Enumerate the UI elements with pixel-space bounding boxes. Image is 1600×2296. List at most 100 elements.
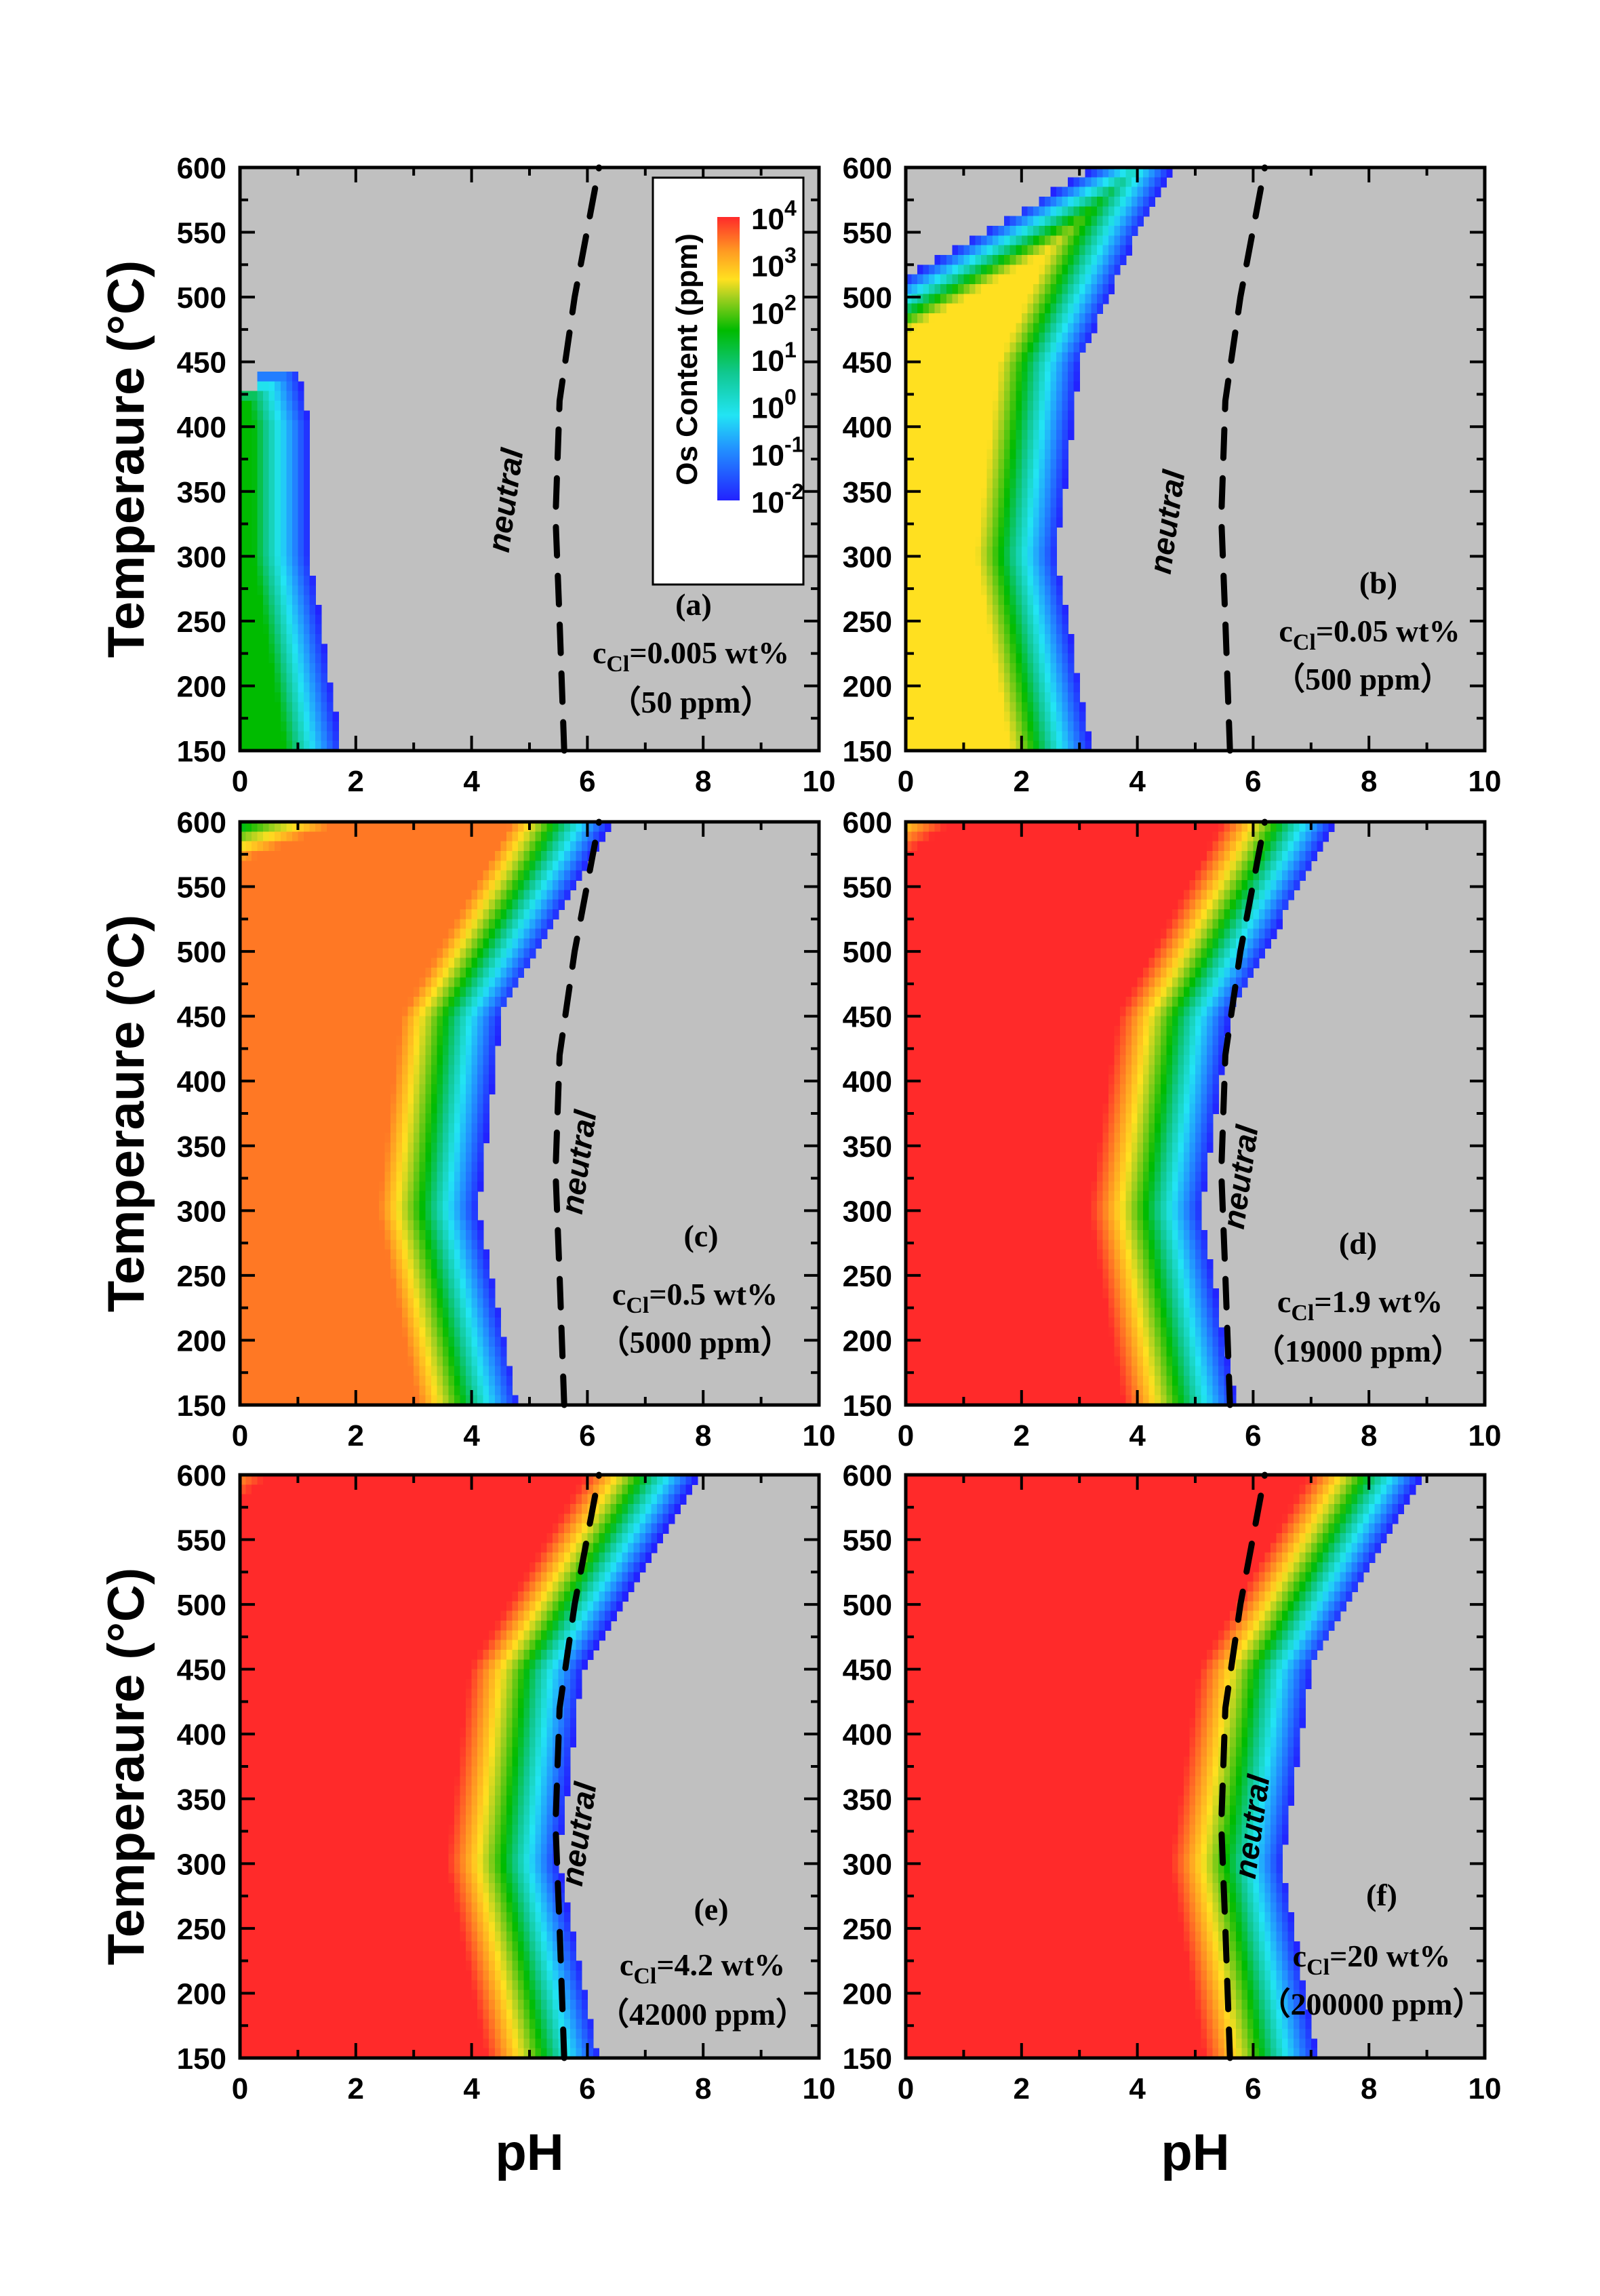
heatmap-cell xyxy=(275,420,281,431)
heatmap-cell xyxy=(1079,206,1086,217)
heatmap-cell xyxy=(1016,711,1022,722)
heatmap-cell xyxy=(275,1123,281,1134)
heatmap-cell xyxy=(541,880,548,891)
heatmap-cell xyxy=(1009,653,1016,664)
heatmap-cell xyxy=(917,361,924,372)
heatmap-cell xyxy=(257,831,264,842)
heatmap-cell xyxy=(929,284,936,295)
heatmap-cell xyxy=(981,420,988,431)
heatmap-cell xyxy=(1056,216,1063,226)
heatmap-cell xyxy=(460,899,466,910)
heatmap-cell xyxy=(292,1143,299,1153)
heatmap-cell xyxy=(414,880,420,891)
heatmap-cell xyxy=(431,841,438,852)
heatmap-cell xyxy=(268,1269,275,1280)
heatmap-cell xyxy=(280,614,287,625)
heatmap-cell xyxy=(923,605,929,616)
heatmap-cell xyxy=(940,536,947,547)
heatmap-cell xyxy=(448,890,455,900)
heatmap-cell xyxy=(523,928,530,939)
heatmap-cell xyxy=(240,1337,247,1347)
heatmap-cell xyxy=(934,449,941,460)
heatmap-cell xyxy=(431,1298,438,1309)
heatmap-cell xyxy=(315,1074,322,1085)
heatmap-cell xyxy=(986,556,993,567)
heatmap-cell xyxy=(391,890,397,900)
heatmap-cell xyxy=(993,420,999,431)
heatmap-cell xyxy=(303,566,311,576)
heatmap-cell xyxy=(981,702,988,713)
heatmap-cell xyxy=(1027,361,1034,372)
heatmap-cell xyxy=(350,1269,357,1280)
heatmap-cell xyxy=(466,938,473,949)
heatmap-cell xyxy=(917,274,924,285)
heatmap-cell xyxy=(355,1347,363,1358)
chloride-concentration: cCl=0.05 wt% xyxy=(1279,614,1460,655)
heatmap-cell xyxy=(975,673,982,684)
heatmap-cell xyxy=(268,1172,275,1183)
heatmap-cell xyxy=(929,342,936,353)
heatmap-cell xyxy=(355,1006,363,1017)
heatmap-cell xyxy=(460,1103,466,1114)
heatmap-cell xyxy=(298,1307,304,1318)
heatmap-cell xyxy=(344,841,351,852)
heatmap-cell xyxy=(981,449,988,460)
heatmap-cell xyxy=(1016,235,1022,246)
heatmap-cell xyxy=(252,614,258,625)
heatmap-cell xyxy=(402,1249,409,1260)
heatmap-cell xyxy=(396,1337,403,1347)
heatmap-cell xyxy=(332,1298,339,1309)
heatmap-cell xyxy=(414,1181,420,1192)
heatmap-cell xyxy=(911,274,918,285)
heatmap-cell xyxy=(379,948,386,959)
heatmap-cell xyxy=(327,1347,334,1358)
heatmap-cell xyxy=(940,459,947,470)
heatmap-cell xyxy=(1096,216,1104,226)
heatmap-cell xyxy=(471,1269,478,1280)
heatmap-cell xyxy=(1062,410,1068,421)
heatmap-cell xyxy=(546,851,553,862)
heatmap-cell xyxy=(500,919,507,930)
heatmap-cell xyxy=(1148,177,1155,188)
heatmap-cell xyxy=(396,1298,403,1309)
heatmap-cell xyxy=(1073,740,1080,751)
heatmap-cell xyxy=(471,1103,478,1114)
heatmap-cell xyxy=(315,968,322,978)
heatmap-cell xyxy=(384,1210,391,1221)
heatmap-cell xyxy=(471,899,478,910)
heatmap-cell xyxy=(373,1055,380,1066)
heatmap-cell xyxy=(292,1220,299,1231)
heatmap-cell xyxy=(257,634,264,645)
heatmap-cell xyxy=(929,507,936,518)
heatmap-cell xyxy=(517,880,525,891)
heatmap-cell xyxy=(986,673,993,684)
heatmap-cell xyxy=(923,527,929,538)
heatmap-cell xyxy=(338,1201,345,1212)
heatmap-cell xyxy=(460,1259,466,1270)
heatmap-cell xyxy=(911,605,918,616)
heatmap-cell xyxy=(303,731,311,742)
heatmap-cell xyxy=(500,928,507,939)
heatmap-cell xyxy=(1004,469,1011,479)
heatmap-cell xyxy=(946,303,953,314)
heatmap-cell xyxy=(489,841,496,852)
heatmap-cell xyxy=(1027,274,1034,285)
heatmap-cell xyxy=(471,938,478,949)
heatmap-cell xyxy=(321,1230,327,1241)
heatmap-cell xyxy=(1021,663,1028,674)
heatmap-cell xyxy=(1021,488,1028,499)
heatmap-cell xyxy=(1009,644,1016,654)
heatmap-cell xyxy=(338,1074,345,1085)
heatmap-cell xyxy=(1096,226,1104,237)
heatmap-cell xyxy=(593,831,600,842)
heatmap-cell xyxy=(957,352,965,363)
heatmap-cell xyxy=(981,381,988,392)
heatmap-cell xyxy=(332,928,339,939)
heatmap-cell xyxy=(1085,186,1092,197)
heatmap-cell xyxy=(315,605,322,616)
heatmap-cell xyxy=(906,644,913,654)
heatmap-cell xyxy=(986,245,993,256)
heatmap-cell xyxy=(957,702,965,713)
heatmap-cell xyxy=(286,478,293,489)
heatmap-cell xyxy=(1091,197,1098,207)
